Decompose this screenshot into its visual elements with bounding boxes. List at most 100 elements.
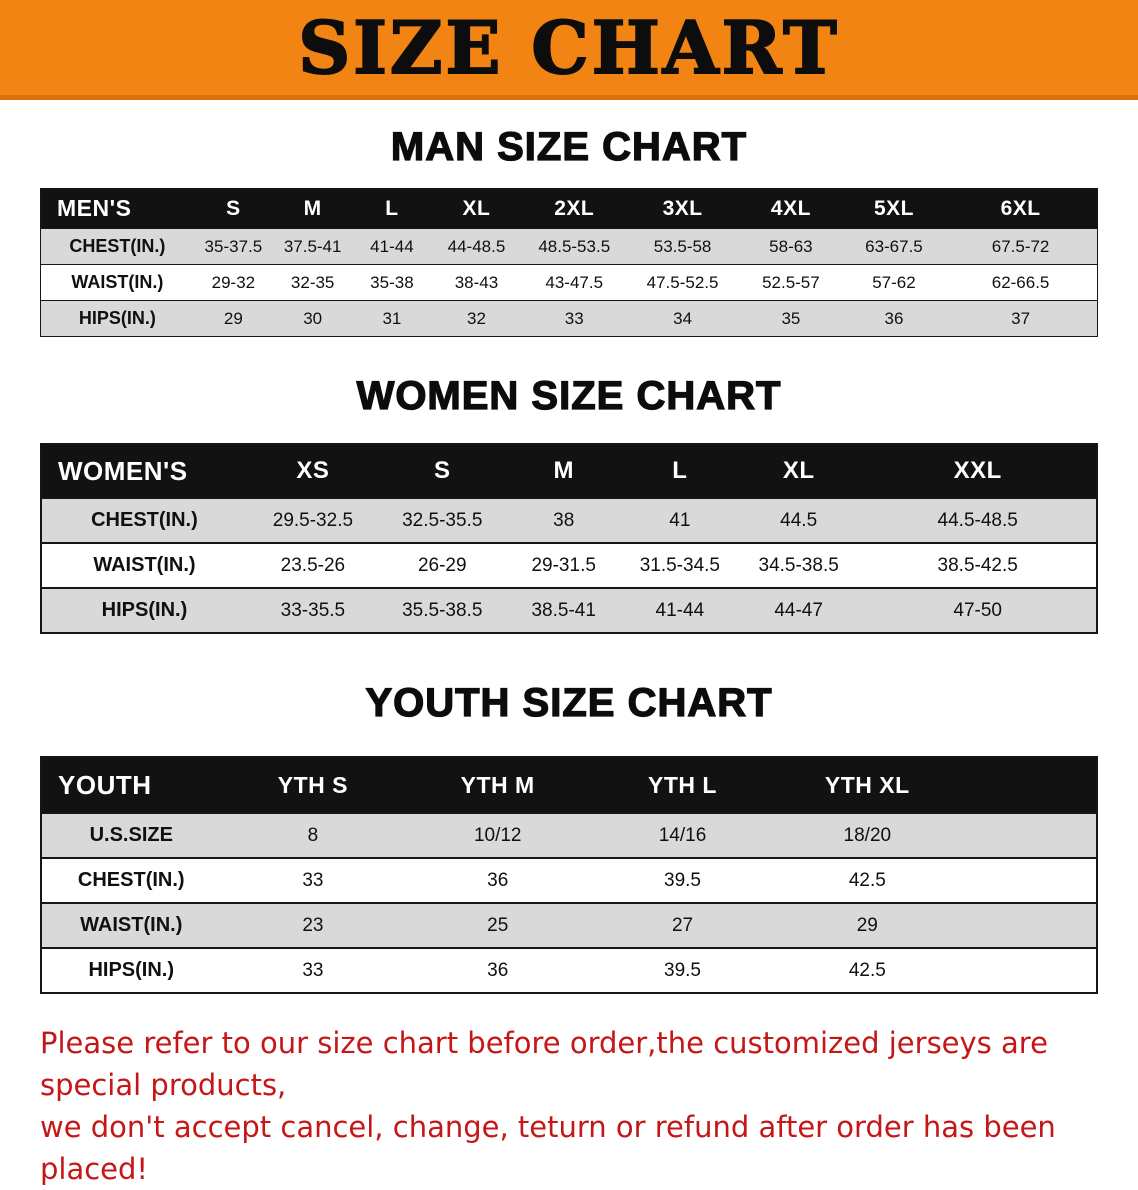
value-cell: 41-44	[621, 587, 738, 633]
row-label-cell: CHEST(IN.)	[40, 228, 194, 265]
value-cell: 34	[627, 300, 739, 337]
value-cell: 38.5-41	[505, 587, 622, 633]
table-row: CHEST(IN.) 33 36 39.5 42.5	[41, 857, 1097, 903]
value-cell: 39.5	[590, 947, 775, 993]
size-column-header: YTH L	[590, 757, 775, 813]
table-row: HIPS(IN.) 33 36 39.5 42.5	[41, 947, 1097, 993]
value-cell: 44-48.5	[431, 228, 522, 265]
man-section-heading: MAN SIZE CHART	[390, 124, 748, 169]
value-cell: 23	[220, 902, 406, 948]
value-cell: 29	[774, 902, 960, 948]
size-column-header: XXL	[859, 444, 1097, 498]
value-cell: 18/20	[774, 812, 960, 858]
table-row: HIPS(IN.) 29 30 31 32 33 34 35 36 37	[40, 300, 1098, 337]
value-cell: 35-38	[352, 264, 432, 301]
size-column-header: L	[621, 444, 738, 498]
row-label-cell: HIPS(IN.)	[41, 587, 247, 633]
table-row: WAIST(IN.) 23 25 27 29	[41, 902, 1097, 948]
women-size-section: WOMEN SIZE CHART WOMEN'S XS S M L XL XXL CHEST(…	[40, 373, 1098, 634]
value-cell: 38.5-42.5	[859, 542, 1097, 588]
size-column-header: S	[193, 188, 274, 229]
value-cell: 37.5-41	[273, 228, 353, 265]
value-cell: 37	[944, 300, 1098, 337]
value-cell: 8	[220, 812, 406, 858]
spacer-cell	[959, 947, 1097, 993]
row-label-cell: CHEST(IN.)	[41, 857, 221, 903]
value-cell: 33-35.5	[246, 587, 379, 633]
value-cell: 47-50	[859, 587, 1097, 633]
size-column-header: YTH XL	[774, 757, 960, 813]
value-cell: 27	[590, 902, 775, 948]
value-cell: 30	[273, 300, 353, 337]
disclaimer-line1: Please refer to our size chart before or…	[40, 1026, 1048, 1103]
size-column-header: 6XL	[944, 188, 1098, 229]
value-cell: 44.5-48.5	[859, 497, 1097, 543]
banner: SIZE CHART	[0, 0, 1138, 100]
value-cell: 38	[505, 497, 622, 543]
size-column-header: YTH S	[220, 757, 406, 813]
value-cell: 14/16	[590, 812, 775, 858]
value-cell: 58-63	[738, 228, 844, 265]
value-cell: 35	[738, 300, 844, 337]
size-column-header: M	[273, 188, 353, 229]
value-cell: 29-32	[193, 264, 274, 301]
spacer-cell	[959, 902, 1097, 948]
size-column-header: S	[378, 444, 506, 498]
size-chart-content: MAN SIZE CHART MEN'S S M L XL 2XL 3XL 4XL 5XL 6XL…	[0, 124, 1138, 1190]
value-cell: 35.5-38.5	[378, 587, 506, 633]
table-title-cell: WOMEN'S	[41, 444, 247, 498]
value-cell: 32.5-35.5	[378, 497, 506, 543]
value-cell: 35-37.5	[193, 228, 274, 265]
value-cell: 67.5-72	[944, 228, 1098, 265]
disclaimer-line2: we don't accept cancel, change, teturn o…	[40, 1110, 1056, 1187]
value-cell: 38-43	[431, 264, 522, 301]
size-column-header: YTH M	[405, 757, 591, 813]
value-cell: 26-29	[378, 542, 506, 588]
size-column-header: 3XL	[627, 188, 739, 229]
value-cell: 23.5-26	[246, 542, 379, 588]
banner-title: SIZE CHART	[297, 4, 840, 90]
size-column-header: L	[352, 188, 432, 229]
value-cell: 29	[193, 300, 274, 337]
value-cell: 63-67.5	[843, 228, 945, 265]
youth-section-heading: YOUTH SIZE CHART	[365, 680, 773, 725]
table-row: CHEST(IN.) 35-37.5 37.5-41 41-44 44-48.5 48.5…	[40, 228, 1098, 265]
disclaimer-text: Please refer to our size chart before or…	[40, 1022, 1098, 1190]
value-cell: 47.5-52.5	[627, 264, 739, 301]
table-row: WAIST(IN.) 23.5-26 26-29 29-31.5 31.5-34.5 34…	[41, 542, 1097, 588]
size-column-header: 5XL	[843, 188, 945, 229]
row-label-cell: U.S.SIZE	[41, 812, 221, 858]
table-row: CHEST(IN.) 29.5-32.5 32.5-35.5 38 41 44.5 44.5…	[41, 497, 1097, 543]
row-label-cell: WAIST(IN.)	[41, 902, 221, 948]
value-cell: 29.5-32.5	[246, 497, 379, 543]
value-cell: 10/12	[405, 812, 591, 858]
value-cell: 53.5-58	[627, 228, 739, 265]
table-row: HIPS(IN.) 33-35.5 35.5-38.5 38.5-41 41-44 44-…	[41, 587, 1097, 633]
size-column-header: XS	[246, 444, 379, 498]
value-cell: 25	[405, 902, 591, 948]
value-cell: 36	[843, 300, 945, 337]
men-size-table: MEN'S S M L XL 2XL 3XL 4XL 5XL 6XL CHEST(IN.) 35-37…	[40, 188, 1098, 337]
value-cell: 31	[352, 300, 432, 337]
value-cell: 33	[220, 947, 406, 993]
value-cell: 33	[220, 857, 406, 903]
value-cell: 42.5	[774, 947, 960, 993]
size-column-header: XL	[737, 444, 860, 498]
value-cell: 52.5-57	[738, 264, 844, 301]
value-cell: 41	[621, 497, 738, 543]
value-cell: 36	[405, 857, 591, 903]
value-cell: 41-44	[352, 228, 432, 265]
table-row: WAIST(IN.) 29-32 32-35 35-38 38-43 43-47.5 47.…	[40, 264, 1098, 301]
value-cell: 33	[521, 300, 628, 337]
women-size-table: WOMEN'S XS S M L XL XXL CHEST(IN.) 29.5-32.5 32.5…	[40, 443, 1098, 634]
spacer-cell	[959, 757, 1097, 813]
value-cell: 57-62	[843, 264, 945, 301]
value-cell: 34.5-38.5	[737, 542, 860, 588]
women-section-heading: WOMEN SIZE CHART	[356, 373, 782, 418]
table-title-cell: YOUTH	[41, 757, 221, 813]
value-cell: 39.5	[590, 857, 775, 903]
value-cell: 44-47	[737, 587, 860, 633]
value-cell: 36	[405, 947, 591, 993]
value-cell: 62-66.5	[944, 264, 1098, 301]
value-cell: 32	[431, 300, 522, 337]
